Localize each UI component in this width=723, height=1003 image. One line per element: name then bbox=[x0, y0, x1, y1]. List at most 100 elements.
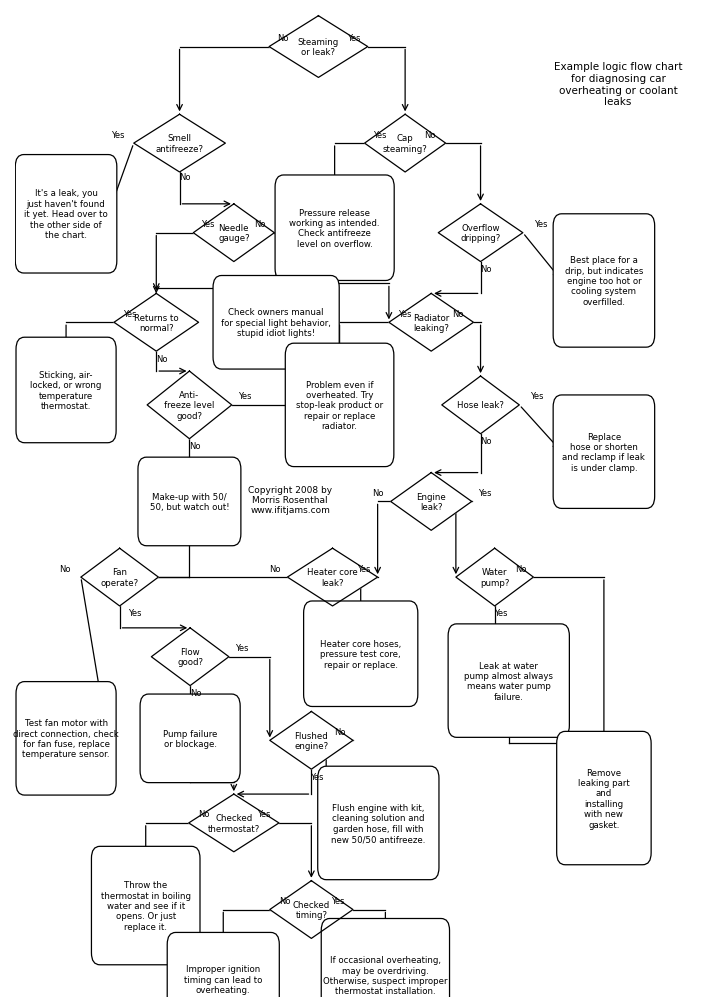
Text: Best place for a
drip, but indicates
engine too hot or
cooling system
overfilled: Best place for a drip, but indicates eng… bbox=[565, 256, 643, 307]
Polygon shape bbox=[147, 372, 231, 439]
Polygon shape bbox=[114, 294, 199, 352]
Polygon shape bbox=[456, 549, 534, 607]
Text: Yes: Yes bbox=[238, 392, 251, 401]
FancyBboxPatch shape bbox=[321, 919, 450, 1003]
Text: No: No bbox=[280, 897, 291, 905]
FancyBboxPatch shape bbox=[286, 344, 394, 467]
Text: No: No bbox=[335, 727, 346, 736]
Text: Throw the
thermostat in boiling
water and see if it
opens. Or just
replace it.: Throw the thermostat in boiling water an… bbox=[100, 881, 191, 931]
Text: Improper ignition
timing can lead to
overheating.: Improper ignition timing can lead to ove… bbox=[184, 964, 262, 994]
Polygon shape bbox=[134, 115, 226, 173]
Polygon shape bbox=[389, 294, 474, 352]
Text: Water
pump?: Water pump? bbox=[480, 568, 509, 587]
Text: Remove
leaking part
and
installing
with new
gasket.: Remove leaking part and installing with … bbox=[578, 767, 630, 828]
FancyBboxPatch shape bbox=[213, 276, 339, 370]
FancyBboxPatch shape bbox=[553, 215, 654, 348]
Text: Engine
leak?: Engine leak? bbox=[416, 492, 446, 512]
Text: Yes: Yes bbox=[257, 809, 270, 818]
Text: Copyright 2008 by
Morris Rosenthal
www.ifitjams.com: Copyright 2008 by Morris Rosenthal www.i… bbox=[248, 485, 333, 515]
Text: Steaming
or leak?: Steaming or leak? bbox=[298, 38, 339, 57]
Polygon shape bbox=[269, 17, 368, 78]
Text: No: No bbox=[254, 220, 266, 229]
Text: Returns to
normal?: Returns to normal? bbox=[134, 313, 179, 333]
Text: Needle
gauge?: Needle gauge? bbox=[218, 224, 249, 243]
Text: Replace
hose or shorten
and reclamp if leak
is under clamp.: Replace hose or shorten and reclamp if l… bbox=[562, 432, 646, 472]
Text: Radiator
leaking?: Radiator leaking? bbox=[413, 313, 449, 333]
Text: Yes: Yes bbox=[330, 897, 344, 905]
Text: It's a leak, you
just haven't found
it yet. Head over to
the other side of
the c: It's a leak, you just haven't found it y… bbox=[24, 190, 108, 240]
Text: No: No bbox=[269, 564, 281, 573]
Text: Leak at water
pump almost always
means water pump
failure.: Leak at water pump almost always means w… bbox=[464, 661, 553, 701]
FancyBboxPatch shape bbox=[553, 395, 654, 509]
Polygon shape bbox=[270, 712, 353, 769]
Text: Yes: Yes bbox=[373, 130, 387, 139]
Text: Anti-
freeze level
good?: Anti- freeze level good? bbox=[164, 390, 215, 420]
Text: Yes: Yes bbox=[347, 34, 361, 43]
FancyBboxPatch shape bbox=[304, 602, 418, 707]
Text: Pump failure
or blockage.: Pump failure or blockage. bbox=[163, 729, 218, 748]
FancyBboxPatch shape bbox=[140, 694, 240, 783]
Polygon shape bbox=[151, 628, 229, 686]
Polygon shape bbox=[442, 377, 519, 434]
FancyBboxPatch shape bbox=[317, 766, 439, 880]
FancyBboxPatch shape bbox=[557, 731, 651, 865]
Polygon shape bbox=[189, 794, 279, 852]
Text: Yes: Yes bbox=[129, 609, 142, 618]
Polygon shape bbox=[81, 549, 158, 607]
Text: Yes: Yes bbox=[111, 130, 125, 139]
Text: Heater core hoses,
pressure test core,
repair or replace.: Heater core hoses, pressure test core, r… bbox=[320, 639, 401, 669]
Polygon shape bbox=[270, 881, 353, 939]
Text: Yes: Yes bbox=[310, 772, 324, 781]
Polygon shape bbox=[390, 473, 471, 531]
FancyBboxPatch shape bbox=[275, 176, 394, 281]
FancyBboxPatch shape bbox=[16, 338, 116, 443]
FancyBboxPatch shape bbox=[448, 624, 570, 737]
Polygon shape bbox=[288, 549, 377, 607]
Text: Yes: Yes bbox=[494, 609, 507, 618]
Text: Yes: Yes bbox=[235, 644, 248, 653]
Text: Heater core
leak?: Heater core leak? bbox=[307, 568, 358, 587]
Text: Yes: Yes bbox=[123, 310, 136, 319]
Text: Checked
thermostat?: Checked thermostat? bbox=[208, 813, 260, 832]
Text: No: No bbox=[59, 564, 71, 573]
Text: No: No bbox=[278, 34, 289, 43]
Text: Smell
antifreeze?: Smell antifreeze? bbox=[155, 134, 204, 153]
Text: Yes: Yes bbox=[530, 392, 544, 401]
Text: No: No bbox=[199, 809, 210, 818]
Text: Sticking, air-
locked, or wrong
temperature
thermostat.: Sticking, air- locked, or wrong temperat… bbox=[30, 370, 102, 410]
Polygon shape bbox=[364, 115, 445, 173]
Polygon shape bbox=[438, 205, 523, 263]
Text: No: No bbox=[481, 436, 492, 445]
Text: Checked
timing?: Checked timing? bbox=[293, 900, 330, 920]
Text: Yes: Yes bbox=[201, 220, 214, 229]
Text: Problem even if
overheated. Try
stop-leak product or
repair or replace
radiator.: Problem even if overheated. Try stop-lea… bbox=[296, 380, 383, 430]
Text: No: No bbox=[156, 354, 168, 363]
Text: Flushed
engine?: Flushed engine? bbox=[294, 731, 328, 750]
Text: Yes: Yes bbox=[478, 488, 491, 497]
Text: No: No bbox=[179, 174, 191, 183]
Text: No: No bbox=[189, 441, 201, 450]
Text: Fan
operate?: Fan operate? bbox=[100, 568, 139, 587]
Text: No: No bbox=[424, 130, 436, 139]
FancyBboxPatch shape bbox=[16, 682, 116, 795]
Text: Flow
good?: Flow good? bbox=[177, 647, 203, 667]
Text: Overflow
dripping?: Overflow dripping? bbox=[461, 224, 500, 243]
Text: Yes: Yes bbox=[534, 220, 547, 229]
Text: No: No bbox=[453, 310, 463, 319]
Polygon shape bbox=[193, 205, 274, 263]
Text: Make-up with 50/
50, but watch out!: Make-up with 50/ 50, but watch out! bbox=[150, 492, 229, 512]
Text: Yes: Yes bbox=[398, 310, 411, 319]
Text: Hose leak?: Hose leak? bbox=[457, 401, 504, 410]
FancyBboxPatch shape bbox=[91, 847, 200, 965]
FancyBboxPatch shape bbox=[138, 457, 241, 547]
Text: No: No bbox=[515, 564, 526, 573]
Text: Pressure release
working as intended.
Check antifreeze
level on overflow.: Pressure release working as intended. Ch… bbox=[289, 209, 380, 249]
Text: Flush engine with kit,
cleaning solution and
garden hose, fill with
new 50/50 an: Flush engine with kit, cleaning solution… bbox=[331, 803, 426, 844]
Text: Test fan motor with
direct connection, check
for fan fuse, replace
temperature s: Test fan motor with direct connection, c… bbox=[13, 718, 119, 758]
Text: If occasional overheating,
may be overdriving.
Otherwise, suspect improper
therm: If occasional overheating, may be overdr… bbox=[323, 955, 448, 995]
Text: No: No bbox=[481, 265, 492, 274]
FancyBboxPatch shape bbox=[15, 155, 117, 274]
FancyBboxPatch shape bbox=[167, 933, 279, 1003]
Text: No: No bbox=[190, 688, 202, 697]
Text: No: No bbox=[372, 488, 384, 497]
